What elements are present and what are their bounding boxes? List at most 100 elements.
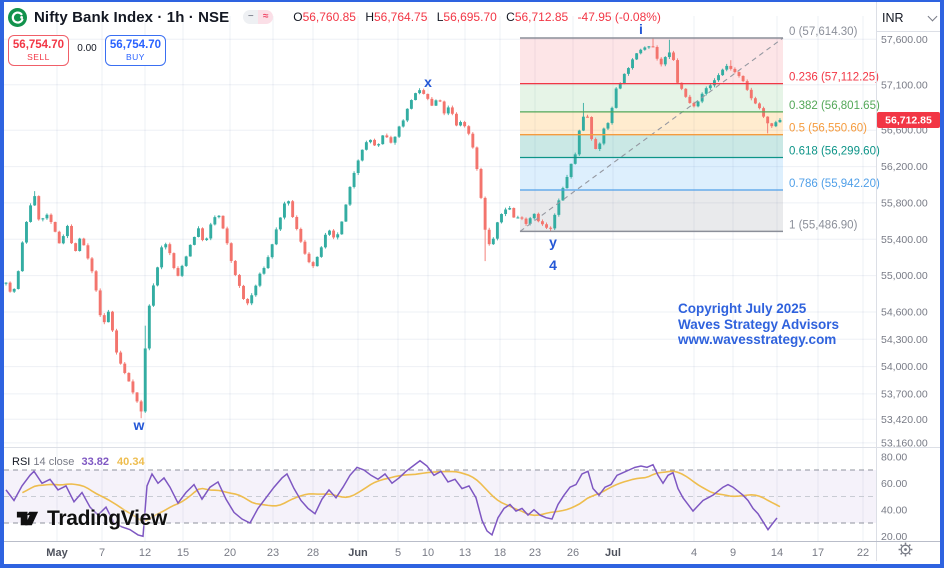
fib-zone[interactable] xyxy=(520,38,783,232)
rsi-title: RSI xyxy=(12,456,31,468)
wave-labels: w x y 4 i xyxy=(133,21,643,433)
wave-icon[interactable]: ≈ xyxy=(258,10,274,24)
rsi-pane: 80.00 60.00 40.00 20.00 xyxy=(4,451,907,543)
axis-settings-gear-icon[interactable] xyxy=(898,542,913,562)
rsi-legend[interactable]: RSI 14 close 33.82 40.34 xyxy=(12,456,145,468)
svg-text:x: x xyxy=(424,74,432,90)
svg-text:60.00: 60.00 xyxy=(881,478,907,490)
chart-header: Nifty Bank Index · 1h · NSE − ≈ O56,760.… xyxy=(8,6,661,28)
svg-text:12: 12 xyxy=(139,547,151,559)
svg-text:Jun: Jun xyxy=(348,547,368,559)
svg-text:55,800.00: 55,800.00 xyxy=(881,197,928,209)
ohlc-readout: O56,760.85 H56,764.75 L56,695.70 C56,712… xyxy=(287,10,661,24)
svg-text:20.00: 20.00 xyxy=(881,531,907,543)
symbol-title[interactable]: Nifty Bank Index · 1h · NSE xyxy=(34,8,230,26)
indicator-toggle-pill[interactable]: − ≈ xyxy=(243,10,274,24)
svg-text:26: 26 xyxy=(567,547,579,559)
svg-text:57,100.00: 57,100.00 xyxy=(881,79,928,91)
svg-text:w: w xyxy=(133,417,145,433)
fib-label-0.236: 0.236 (57,112.25) xyxy=(789,72,879,84)
currency-label: INR xyxy=(882,11,904,25)
svg-text:i: i xyxy=(639,21,643,37)
svg-text:13: 13 xyxy=(459,547,471,559)
svg-text:57,600.00: 57,600.00 xyxy=(881,34,928,46)
copyright-line2: Waves Strategy Advisors xyxy=(678,316,840,332)
ohlc-open-value: 56,760.85 xyxy=(302,10,356,24)
svg-text:18: 18 xyxy=(494,547,506,559)
spread-value: 0.00 xyxy=(77,43,97,54)
ohlc-change-value: -47.95 (-0.08%) xyxy=(577,10,661,24)
window-border-top xyxy=(0,0,944,2)
tradingview-logo[interactable]: TradingView xyxy=(14,505,167,532)
currency-separator xyxy=(876,31,940,32)
svg-text:4: 4 xyxy=(549,257,557,273)
window-border-right xyxy=(940,0,944,568)
svg-text:14: 14 xyxy=(771,547,783,559)
svg-text:56,712.85: 56,712.85 xyxy=(885,114,932,126)
time-scale-separator[interactable] xyxy=(4,541,940,542)
svg-text:10: 10 xyxy=(422,547,434,559)
ohlc-close-value: 56,712.85 xyxy=(514,10,569,24)
minus-icon[interactable]: − xyxy=(243,10,259,24)
fib-label-0.5: 0.5 (56,550.60) xyxy=(789,123,867,135)
sell-label: SELL xyxy=(27,52,50,62)
svg-text:20: 20 xyxy=(224,547,236,559)
currency-selector[interactable]: INR xyxy=(882,6,938,30)
window-border-left xyxy=(0,0,4,568)
window-border-bottom xyxy=(0,564,944,568)
last-price-badge: 56,712.85 xyxy=(877,111,940,128)
svg-text:54,300.00: 54,300.00 xyxy=(881,334,928,346)
fib-label-0.382: 0.382 (56,801.65) xyxy=(789,100,880,112)
pane-separator[interactable] xyxy=(4,447,940,448)
symbol-logo-icon xyxy=(8,7,27,27)
svg-text:55,000.00: 55,000.00 xyxy=(881,270,928,282)
svg-text:Jul: Jul xyxy=(605,547,621,559)
svg-text:56,200.00: 56,200.00 xyxy=(881,161,928,173)
rsi-ma-value: 40.34 xyxy=(117,456,145,468)
svg-text:53,420.00: 53,420.00 xyxy=(881,414,928,426)
svg-text:15: 15 xyxy=(177,547,189,559)
fib-label-0: 0 (57,614.30) xyxy=(789,26,858,38)
sell-button[interactable]: 56,754.70 SELL xyxy=(8,35,69,66)
fib-label-0.786: 0.786 (55,942.20) xyxy=(789,178,880,190)
fib-label-0.618: 0.618 (56,299.60) xyxy=(789,146,880,158)
sell-price: 56,754.70 xyxy=(12,39,65,51)
svg-text:y: y xyxy=(549,234,557,250)
ohlc-open-label: O xyxy=(293,10,303,24)
svg-text:May: May xyxy=(46,547,68,559)
copyright-line1: Copyright July 2025 xyxy=(678,301,807,316)
ohlc-close-label: C xyxy=(506,10,515,24)
svg-text:54,600.00: 54,600.00 xyxy=(881,307,928,319)
buy-button[interactable]: 56,754.70 BUY xyxy=(105,35,166,66)
price-axis[interactable]: 57,600.0057,100.0056,600.0056,200.0055,8… xyxy=(877,34,940,450)
svg-text:55,400.00: 55,400.00 xyxy=(881,234,928,246)
svg-text:4: 4 xyxy=(691,547,697,559)
fib-lines[interactable]: 0 (57,614.30) 0.236 (57,112.25) 0.382 (56,… xyxy=(519,26,880,233)
rsi-value: 33.82 xyxy=(81,456,109,468)
candlestick-series xyxy=(4,38,782,419)
rsi-params: 14 close xyxy=(33,456,75,468)
time-axis[interactable]: May 7 12 15 20 23 28 Jun 5 10 13 18 23 26 Jul 4 9 14 17 22 xyxy=(46,547,869,559)
svg-text:23: 23 xyxy=(529,547,541,559)
svg-text:17: 17 xyxy=(812,547,824,559)
price-scale-separator[interactable] xyxy=(876,0,877,561)
copyright-note: Copyright July 2025 Waves Strategy Advis… xyxy=(678,301,839,348)
buy-price: 56,754.70 xyxy=(109,39,162,51)
svg-text:5: 5 xyxy=(395,547,401,559)
svg-text:53,700.00: 53,700.00 xyxy=(881,388,928,400)
ohlc-low-label: L xyxy=(436,10,444,24)
svg-text:53,160.00: 53,160.00 xyxy=(881,437,928,449)
chevron-down-icon xyxy=(927,11,938,22)
fib-label-1: 1 (55,486.90) xyxy=(789,219,858,231)
ohlc-high-value: 56,764.75 xyxy=(373,10,428,24)
rsi-line xyxy=(5,459,778,538)
svg-text:7: 7 xyxy=(99,547,105,559)
tradingview-logo-icon xyxy=(16,511,39,526)
svg-text:9: 9 xyxy=(730,547,736,559)
ohlc-high-label: H xyxy=(365,10,374,24)
tradingview-logo-text: TradingView xyxy=(47,506,168,530)
copyright-line3: www.wavesstrategy.com xyxy=(678,332,837,347)
grid xyxy=(4,16,876,541)
